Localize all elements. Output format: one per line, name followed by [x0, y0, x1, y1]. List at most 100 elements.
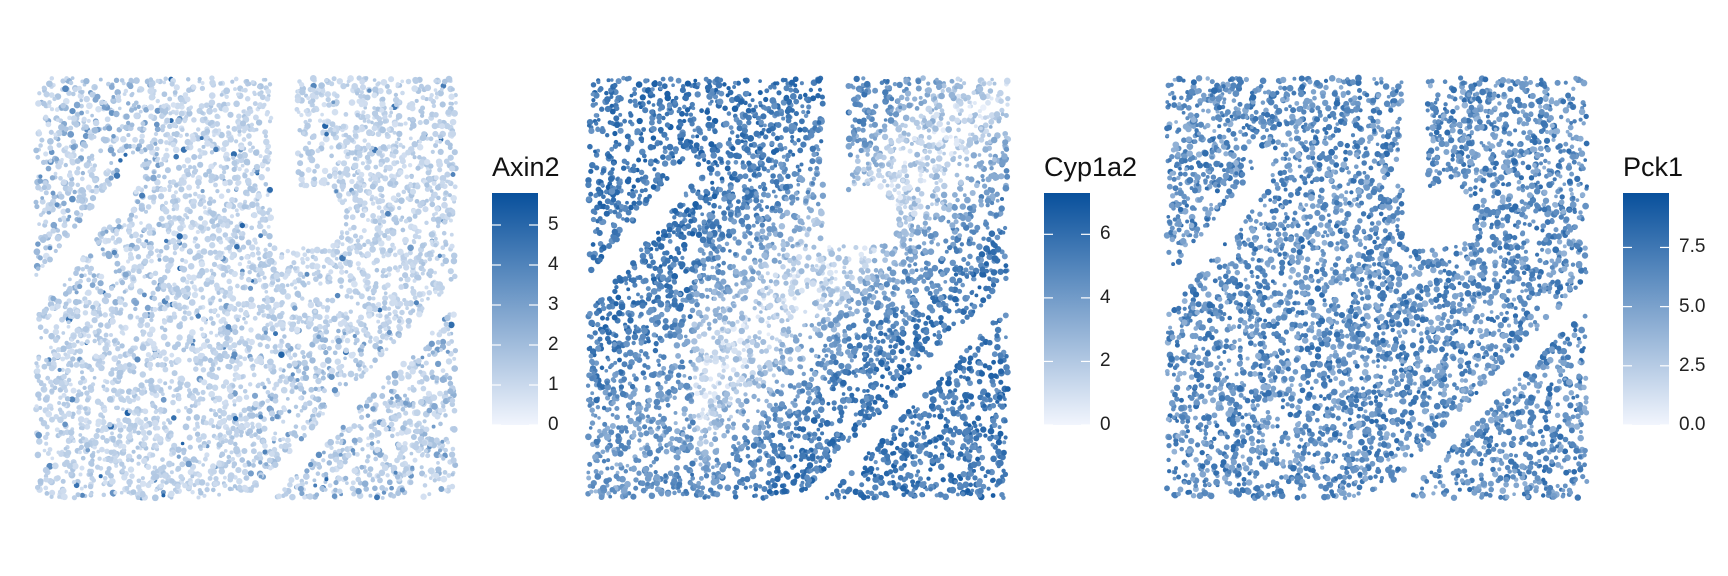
- cell-point: [163, 244, 170, 251]
- cell-point: [347, 426, 353, 432]
- cell-point: [47, 313, 52, 318]
- cell-point: [90, 382, 96, 387]
- cell-point: [48, 364, 56, 372]
- cell-point: [439, 123, 446, 130]
- cell-point: [71, 462, 79, 470]
- cell-point: [200, 389, 206, 395]
- cell-point: [415, 358, 422, 364]
- cell-point: [344, 171, 351, 178]
- cell-point: [248, 148, 253, 153]
- cell-point: [342, 459, 348, 465]
- cell-point: [282, 487, 287, 492]
- cell-point: [370, 477, 376, 483]
- cell-point: [79, 362, 86, 369]
- cell-point: [254, 127, 259, 132]
- cell-point: [336, 78, 343, 85]
- cell-point: [239, 335, 244, 340]
- cell-point: [62, 291, 69, 297]
- cell-point: [431, 180, 437, 186]
- cell-point: [302, 494, 307, 500]
- cell-point: [375, 301, 382, 308]
- cell-point: [67, 277, 72, 282]
- cell-point: [95, 240, 101, 246]
- cell-point: [244, 254, 250, 260]
- cell-point: [153, 404, 158, 410]
- cell-point: [181, 450, 187, 456]
- cell-point: [101, 492, 107, 498]
- cell-point: [317, 301, 323, 307]
- cell-point: [43, 328, 49, 335]
- cell-point: [368, 493, 373, 498]
- cell-point: [437, 407, 444, 414]
- cell-point: [57, 416, 64, 424]
- cell-point: [268, 115, 274, 121]
- cell-point: [640, 487, 647, 494]
- cell-point: [422, 431, 428, 437]
- cell-point: [229, 220, 234, 225]
- cell-point: [126, 425, 133, 433]
- cell-point: [403, 121, 408, 126]
- cell-point: [375, 106, 381, 112]
- cell-point: [374, 446, 381, 454]
- cell-point: [450, 87, 455, 92]
- cell-point: [368, 172, 373, 177]
- cell-point: [34, 272, 39, 277]
- cell-point: [279, 271, 285, 277]
- cell-point: [433, 289, 438, 295]
- cell-point: [200, 367, 207, 373]
- cell-point: [78, 422, 83, 426]
- cell-point: [380, 273, 386, 279]
- cell-point: [96, 449, 101, 454]
- cell-point: [321, 343, 327, 350]
- cell-point: [171, 393, 176, 398]
- cell-point: [315, 377, 322, 385]
- cell-point: [323, 349, 329, 356]
- cell-point: [443, 190, 449, 196]
- cell-point: [71, 334, 77, 340]
- cell-point: [331, 183, 338, 190]
- cell-point: [409, 126, 413, 131]
- cell-point: [448, 93, 455, 100]
- cell-point: [437, 148, 444, 155]
- cell-point: [92, 177, 99, 184]
- cell-point: [267, 242, 273, 248]
- cell-point: [66, 324, 71, 329]
- cell-point: [208, 163, 215, 170]
- cell-point: [793, 111, 799, 117]
- cell-point: [81, 189, 87, 194]
- cell-point: [377, 324, 383, 330]
- cell-point: [311, 150, 315, 155]
- cell-point: [76, 405, 82, 411]
- cell-point: [419, 465, 424, 470]
- cell-point: [450, 252, 458, 259]
- cell-point: [336, 192, 343, 199]
- cell-point: [87, 270, 93, 276]
- cell-point: [306, 96, 311, 101]
- cell-point: [432, 478, 437, 483]
- cell-point: [57, 407, 63, 413]
- cell-point: [149, 312, 155, 319]
- cell-point: [421, 261, 426, 267]
- cell-point: [416, 143, 424, 151]
- cell-point: [381, 305, 387, 311]
- cell-point: [388, 463, 393, 467]
- cell-point: [204, 486, 210, 493]
- cell-point: [839, 414, 844, 419]
- cell-point: [396, 442, 402, 448]
- cell-point: [80, 148, 84, 152]
- cell-point: [153, 391, 160, 399]
- cell-point: [157, 138, 164, 145]
- cell-point: [171, 370, 178, 377]
- cell-point: [382, 119, 388, 124]
- cell-point: [143, 416, 149, 422]
- cell-point: [146, 361, 154, 368]
- cell-point: [104, 229, 109, 234]
- cell-point: [285, 397, 290, 401]
- cell-point: [347, 278, 352, 283]
- cell-point: [205, 226, 211, 231]
- cell-point: [325, 181, 330, 186]
- cell-point: [148, 94, 156, 101]
- cell-point: [288, 326, 295, 333]
- cell-point: [345, 152, 351, 157]
- cell-point: [392, 309, 398, 315]
